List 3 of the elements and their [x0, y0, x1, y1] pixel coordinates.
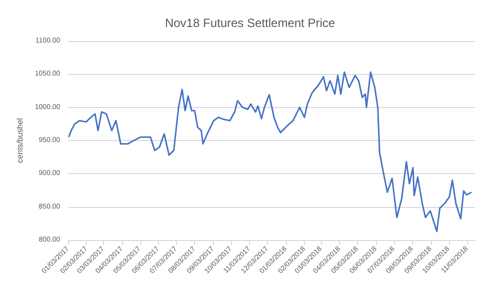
chart-title: Nov18 Futures Settlement Price	[164, 16, 336, 30]
y-axis-title: cents/bushel	[16, 118, 24, 163]
line-series	[68, 71, 472, 232]
